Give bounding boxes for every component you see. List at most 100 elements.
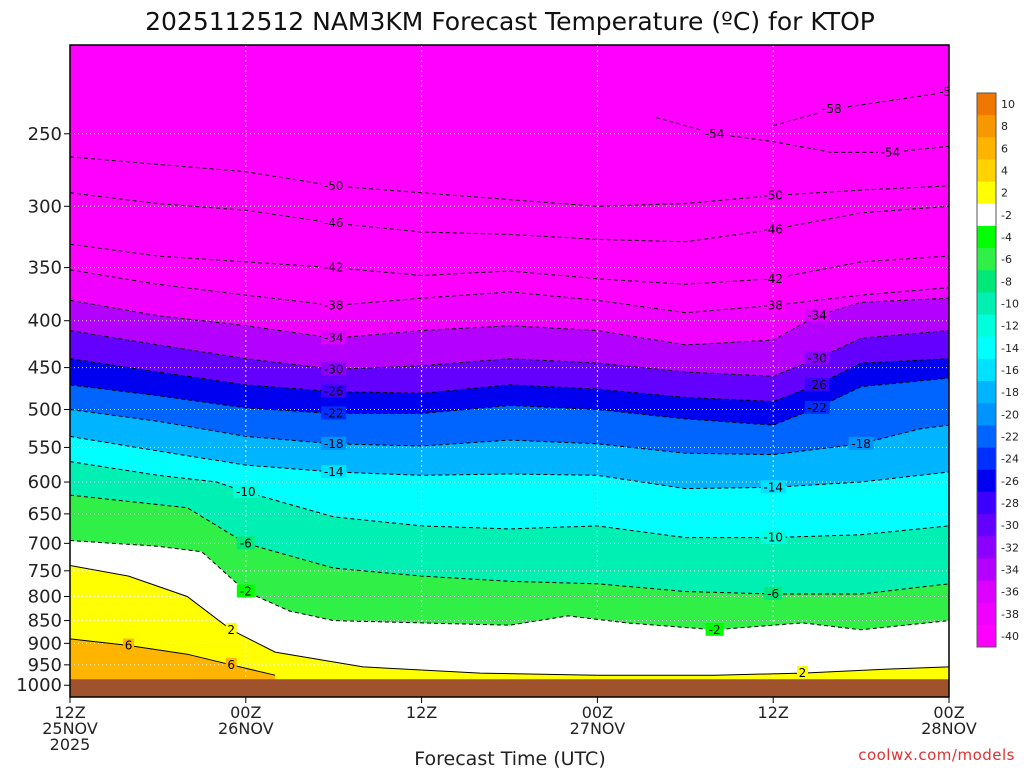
isotherm-label--26-0: -26 (324, 385, 344, 399)
x-tick-label-60-0: 00Z (933, 703, 964, 722)
y-tick-label-500: 500 (28, 400, 62, 421)
isotherm-label--54-1: -54 (881, 145, 901, 159)
x-tick-label-0-0: 12Z (54, 703, 85, 722)
chart-title: 2025112512 NAM3KM Forecast Temperature (… (145, 7, 875, 36)
colorbar-swatch-20 (977, 536, 996, 559)
isotherm-label-6-0: 6 (125, 639, 133, 653)
x-tick-label-48-0: 12Z (758, 703, 789, 722)
isotherm-label--2-1: -2 (709, 623, 721, 637)
isotherm-6 (70, 638, 276, 676)
isotherm-label--14-0: -14 (324, 465, 344, 479)
isotherm-label-bg (760, 188, 786, 202)
isotherm-label--42-1: -42 (763, 272, 783, 286)
colorbar-label-13: -18 (1001, 386, 1019, 399)
isotherm-label--6-0: -6 (240, 536, 252, 550)
colorbar-label-23: -38 (1001, 608, 1019, 621)
y-tick-label-1000: 1000 (16, 675, 62, 696)
isotherm--58 (773, 91, 949, 127)
isotherm-label--30-0: -30 (324, 362, 344, 376)
isotherm-contours: -58 -58 -54 -54 -50 -50 -46 -46 -42 -42 -38 -38 -34 -… (70, 84, 959, 680)
colorbar-swatch-12 (977, 358, 996, 382)
isotherm-label-bg (936, 84, 949, 98)
colorbar-frame (976, 92, 997, 648)
y-tick-label-850: 850 (28, 611, 62, 632)
colorbar-label-1: 8 (1001, 120, 1008, 133)
isotherm-label--34-0: -34 (324, 331, 344, 345)
isotherm-label--10-0: -10 (236, 485, 256, 499)
colorbar-label-2: 6 (1001, 142, 1008, 155)
y-axis: 2503003504004505005506006507007508008509… (16, 124, 70, 696)
credit-text[interactable]: coolwx.com/models (858, 746, 1015, 764)
isotherm-label-bg (225, 657, 237, 671)
isotherm-label-bg (321, 436, 347, 450)
colorbar: 10 8 6 4 2 -2 -4 -6 -8 -10 -12 -14 -16 -18 -20 -22 -24 -2… (976, 92, 1019, 648)
plot-frame (69, 44, 950, 698)
temperature-bands (70, 45, 949, 697)
colorbar-label-7: -6 (1001, 253, 1012, 266)
isotherm-label-bg (760, 271, 786, 285)
y-tick-label-550: 550 (28, 437, 62, 458)
isotherm-label-bg (233, 484, 259, 498)
isotherm-label-6-1: 6 (227, 658, 235, 672)
isotherm-label-bg (804, 351, 830, 365)
colorbar-swatch-8 (977, 270, 996, 293)
y-tick-label-400: 400 (28, 311, 62, 332)
isotherm-label-bg (321, 464, 347, 478)
x-tick-label-0-1: 25NOV (42, 719, 98, 738)
colorbar-swatch-21 (977, 558, 996, 582)
colorbar-label-16: -24 (1001, 453, 1019, 466)
isotherm--26 (70, 358, 949, 403)
y-tick-label-900: 900 (28, 633, 62, 654)
isotherm-label-bg (321, 362, 347, 376)
isotherm-2 (70, 565, 949, 676)
colorbar-label-18: -28 (1001, 497, 1019, 510)
colorbar-swatch-6 (977, 225, 996, 249)
colorbar-swatch-15 (977, 425, 996, 449)
isotherm-label--10-1: -10 (763, 531, 783, 545)
colorbar-swatch-10 (977, 314, 996, 338)
y-tick-label-700: 700 (28, 533, 62, 554)
colorbar-label-8: -8 (1001, 275, 1012, 288)
y-tick-label-600: 600 (28, 472, 62, 493)
isotherm-label--58-0: -58 (822, 102, 842, 116)
x-tick-label-36-0: 00Z (582, 703, 613, 722)
colorbar-swatch-2 (977, 137, 996, 160)
isotherm-label--54-0: -54 (705, 127, 725, 141)
isotherm-label-bg (804, 377, 830, 391)
colorbar-label-24: -40 (1001, 630, 1019, 643)
y-tick-label-650: 650 (28, 504, 62, 525)
colorbar-label-5: -2 (1001, 209, 1012, 222)
colorbar-label-20: -32 (1001, 541, 1019, 554)
isotherm-label--30-1: -30 (807, 352, 827, 366)
isotherm-label--50-1: -50 (763, 189, 783, 203)
isotherm-label-bg (760, 480, 786, 494)
y-tick-label-300: 300 (28, 196, 62, 217)
colorbar-swatch-3 (977, 159, 996, 183)
isotherm-label-bg (321, 216, 347, 230)
isotherm-label--14-1: -14 (763, 480, 783, 494)
colorbar-swatch-22 (977, 580, 996, 604)
isotherm--42 (70, 243, 949, 285)
colorbar-swatch-23 (977, 602, 996, 626)
colorbar-label-10: -12 (1001, 320, 1019, 333)
isotherm-label-bg (321, 260, 347, 274)
isotherm-label-bg (848, 436, 874, 450)
x-tick-label-24-0: 12Z (406, 703, 437, 722)
isotherm--50 (70, 156, 949, 207)
colorbar-label-9: -10 (1001, 298, 1019, 311)
colorbar-label-0: 10 (1001, 98, 1015, 111)
isotherm--38 (70, 269, 949, 314)
y-tick-label-250: 250 (28, 124, 62, 145)
isotherm-label--26-1: -26 (807, 378, 827, 392)
x-tick-label-12-1: 26NOV (218, 719, 274, 738)
isotherm--6 (70, 494, 949, 595)
colorbar-swatch-17 (977, 469, 996, 493)
isotherm-label-bg (804, 308, 830, 322)
isotherm-label-bg (760, 530, 786, 544)
colorbar-label-3: 4 (1001, 165, 1008, 178)
isotherm-label-bg (804, 400, 830, 414)
colorbar-swatch-24 (977, 624, 996, 648)
y-tick-label-950: 950 (28, 655, 62, 676)
isotherm-label--58-1: -58 (939, 85, 959, 99)
isotherm-label--38-0: -38 (324, 299, 344, 313)
